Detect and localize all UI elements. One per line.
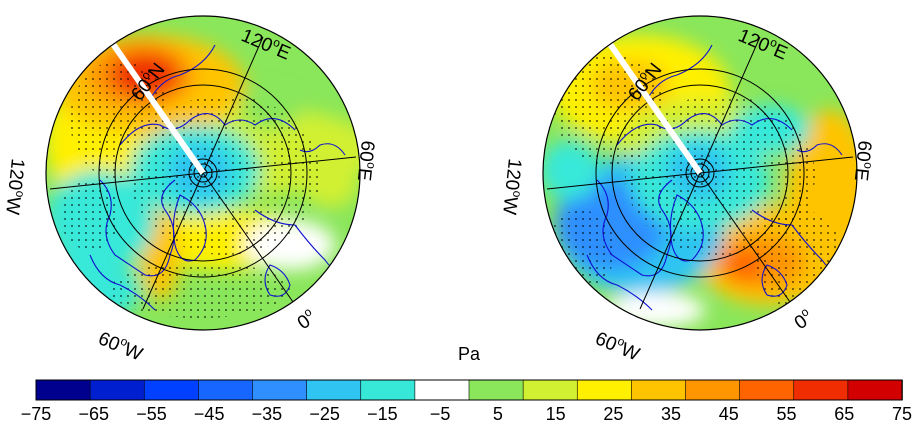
colorbar-tick-label: 35 bbox=[661, 404, 681, 424]
lon-label-120w: 120oW bbox=[1, 157, 31, 216]
lon-label-60w: 60oW bbox=[592, 326, 644, 366]
colorbar-tick-label: −75 bbox=[21, 404, 52, 424]
coastlines bbox=[586, 44, 848, 311]
colorbar-segment bbox=[414, 379, 470, 401]
colorbar-tick-label: −45 bbox=[194, 404, 225, 424]
colorbar-segment bbox=[306, 379, 362, 401]
colorbar-tick-label: 5 bbox=[493, 404, 503, 424]
lon-label-0: 0o bbox=[789, 304, 817, 334]
colorbar-segment bbox=[847, 379, 903, 401]
colorbar-segment bbox=[631, 379, 687, 401]
lon-label-60e: 60oE bbox=[353, 139, 381, 182]
colorbar-tick-label: −55 bbox=[136, 404, 167, 424]
colorbar-tick-label: −65 bbox=[78, 404, 109, 424]
colorbar-segment bbox=[468, 379, 524, 401]
colorbar-segment bbox=[143, 379, 200, 401]
colorbar-segment bbox=[252, 379, 308, 401]
colorbar-segment bbox=[793, 379, 849, 401]
colorbar-segment bbox=[89, 379, 146, 401]
colorbar-tick-label: −5 bbox=[430, 404, 451, 424]
colorbar-tick-label: 15 bbox=[546, 404, 566, 424]
lon-label-0: 0o bbox=[292, 304, 320, 334]
colorbar-segment bbox=[198, 379, 254, 401]
colorbar-unit-label: Pa bbox=[458, 344, 481, 364]
colorbar-tick-label: −25 bbox=[309, 404, 340, 424]
colorbar-tick-label: 25 bbox=[603, 404, 623, 424]
polar-map-left: 120oE 60oE 0o 60oW 120oW 60oN bbox=[1, 15, 381, 366]
colorbar-segment bbox=[35, 379, 91, 401]
colorbar-tick-label: −15 bbox=[367, 404, 398, 424]
colorbar-frame bbox=[35, 379, 903, 401]
colorbar-segment bbox=[576, 379, 633, 401]
graticule bbox=[49, 36, 357, 310]
colorbar-tick-label: 55 bbox=[777, 404, 797, 424]
colorbar-segment bbox=[360, 379, 416, 401]
colorbar-tick-label: 65 bbox=[834, 404, 854, 424]
colorbar-tick-label: −35 bbox=[252, 404, 283, 424]
colorbar-segment bbox=[522, 379, 579, 401]
map-boundary bbox=[542, 15, 858, 331]
lon-label-120w: 120oW bbox=[498, 157, 528, 216]
colorbar-tick-label: 75 bbox=[892, 404, 912, 424]
graticule bbox=[546, 36, 854, 310]
colorbar-tick-labels: −75 −65 −55 −45 −35 −25 −15 −5 5 15 25 35 45 55 65 75 bbox=[21, 404, 912, 424]
map-boundary bbox=[45, 15, 361, 331]
colorbar-tick-label: 45 bbox=[719, 404, 739, 424]
coastlines bbox=[89, 44, 351, 311]
polar-map-right: 120oE 60oE 0o 60oW 120oW 60oN bbox=[498, 15, 878, 366]
lon-label-60w: 60oW bbox=[95, 326, 147, 366]
colorbar-segment bbox=[739, 379, 795, 401]
colorbar bbox=[35, 379, 903, 401]
colorbar-segment bbox=[685, 379, 741, 401]
lon-label-60e: 60oE bbox=[850, 139, 878, 182]
